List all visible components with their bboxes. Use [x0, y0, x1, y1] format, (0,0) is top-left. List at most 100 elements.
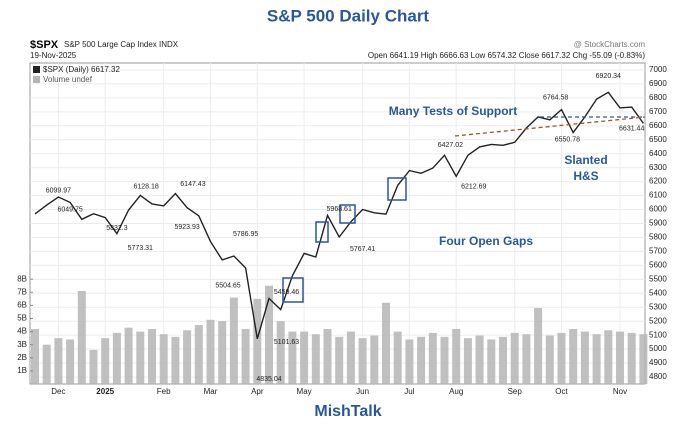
y-tick-label: 5300: [649, 302, 667, 311]
volume-bar: [323, 328, 332, 384]
open: Open 6641.19: [368, 51, 419, 60]
note: H&S: [573, 169, 598, 183]
volume-bar: [604, 330, 613, 384]
volume-bar: [89, 349, 98, 384]
volume-bar: [218, 321, 227, 384]
close: Close 6617.32: [519, 51, 571, 60]
volume-bar: [183, 330, 192, 384]
note: Many Tests of Support: [389, 104, 517, 118]
x-tick-label: Jun: [356, 387, 369, 396]
price-annotation: 6212.69: [461, 184, 486, 191]
volume-bar: [417, 336, 426, 384]
date: 19-Nov-2025: [30, 51, 77, 60]
volume-bar: [499, 336, 507, 384]
volume-bar: [311, 334, 320, 384]
change: Chg -55.09 (-0.83%): [573, 51, 646, 60]
gap-box: [282, 277, 304, 303]
gap-box: [387, 177, 407, 201]
y2-tick-label: 2B: [17, 353, 27, 362]
price-annotation: 5923.93: [174, 224, 199, 231]
volume-bar: [54, 338, 63, 384]
y-tick-label: 6500: [649, 135, 667, 144]
y-tick-label: 6600: [649, 121, 667, 130]
y2-tick-label: 6B: [17, 300, 27, 309]
y-tick-label: 6400: [649, 149, 667, 158]
gap-box: [339, 204, 356, 224]
price-annotation: 6049.75: [57, 206, 82, 213]
volume-bar: [475, 335, 484, 384]
volume-bar: [101, 338, 110, 384]
y-tick-label: 5000: [649, 344, 667, 353]
volume-bar: [241, 328, 250, 384]
price-annotation: 5773.31: [128, 245, 153, 252]
volume-bar: [358, 338, 367, 384]
neckline: [454, 116, 646, 137]
footer: MishTalk: [314, 403, 381, 420]
symbol: $SPX: [30, 39, 59, 51]
volume-bar: [580, 331, 589, 384]
x-tick-label: Oct: [555, 387, 568, 396]
volume-bar: [229, 297, 238, 384]
gap-box: [315, 221, 329, 243]
y-tick-label: 4900: [649, 358, 667, 367]
chart-title: S&P 500 Daily Chart: [267, 6, 430, 25]
y-tick-label: 5400: [649, 288, 667, 297]
y-tick-label: 5900: [649, 219, 667, 228]
x-tick-label: Nov: [613, 387, 627, 396]
volume-bar: [124, 327, 133, 384]
y-tick-label: 6300: [649, 163, 667, 172]
price-annotation: 6427.02: [438, 142, 463, 149]
volume-bar: [66, 339, 75, 384]
volume-bar: [370, 335, 379, 384]
y-tick-label: 5700: [649, 247, 667, 256]
y-tick-label: 5600: [649, 260, 667, 269]
x-tick-label: Mar: [204, 387, 218, 396]
price-annotation: 5832.3: [106, 225, 128, 232]
volume-bar: [522, 334, 531, 384]
legend-swatch: [33, 66, 40, 73]
volume-bar: [534, 308, 543, 384]
volume-bar: [77, 290, 86, 384]
volume-bar: [288, 331, 297, 384]
y-tick-label: 4800: [649, 372, 667, 381]
x-tick-label: Dec: [51, 387, 65, 396]
volume-bar: [393, 331, 402, 384]
legend-entry: Volume undef: [43, 75, 93, 84]
volume-bar: [253, 298, 262, 384]
volume-bar: [300, 331, 309, 384]
price-annotation: 6147.43: [180, 181, 205, 188]
ohlc: Open 6641.19 High 6666.63 Low 6574.32 Cl…: [368, 51, 645, 60]
y-tick-label: 5800: [649, 233, 667, 242]
low: Low 6574.32: [471, 51, 517, 60]
source: @ StockCharts.com: [574, 40, 646, 49]
volume-bar: [440, 336, 449, 384]
x-tick-label: Apr: [251, 387, 264, 396]
volume-bar: [31, 328, 39, 384]
x-tick-label: 2025: [96, 387, 114, 396]
y-tick-label: 5100: [649, 330, 667, 339]
volume-bar: [452, 328, 461, 384]
volume-bar: [206, 319, 215, 384]
volume-bar: [405, 339, 414, 384]
volume-bar: [545, 335, 554, 384]
y-tick-label: 6700: [649, 107, 667, 116]
y2-tick-label: 5B: [17, 314, 27, 323]
price-annotation: 4835.04: [256, 376, 281, 383]
volume-bar: [592, 334, 601, 384]
price-annotation: 6550.78: [555, 137, 580, 144]
y2-tick-label: 8B: [17, 274, 27, 283]
price-annotation: 6128.18: [133, 183, 158, 190]
price-annotation: 6631.44: [619, 125, 644, 132]
y-tick-label: 6100: [649, 191, 667, 200]
volume-bar: [171, 336, 180, 384]
price-annotation: 6099.97: [46, 187, 71, 194]
y2-tick-label: 4B: [17, 327, 27, 336]
volume-bar: [346, 331, 355, 384]
volume-bar: [159, 334, 168, 384]
volume-bar: [569, 328, 578, 384]
legend-swatch: [33, 76, 40, 83]
price-annotation: 5504.65: [215, 283, 240, 290]
index-name: S&P 500 Large Cap Index INDX: [64, 40, 179, 49]
volume-bar: [42, 344, 51, 384]
